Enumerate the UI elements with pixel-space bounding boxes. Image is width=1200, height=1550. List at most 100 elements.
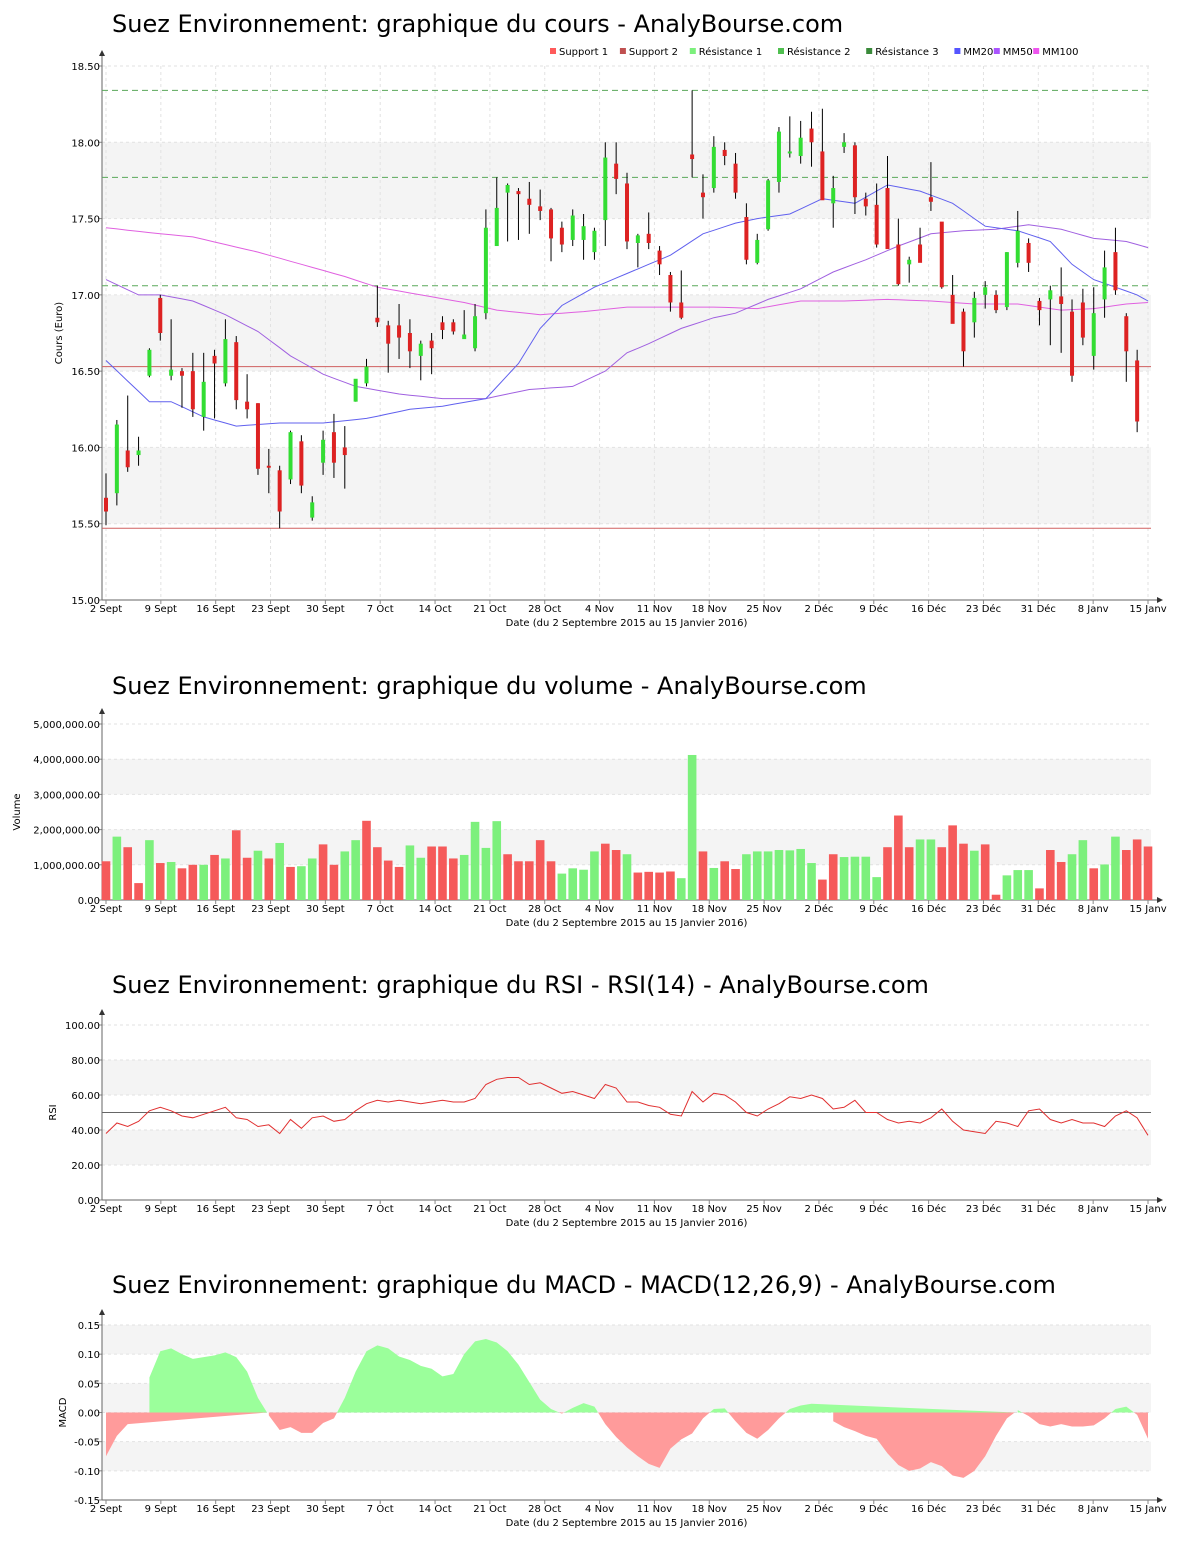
mm20-line (105, 184, 1149, 427)
candle-body (440, 322, 445, 330)
volume-bar (1013, 870, 1023, 900)
volume-bar (1089, 868, 1099, 900)
y-tick-label: 16.50 (71, 367, 100, 378)
rsi-chart: 0.00 20.00 40.00 60.00 80.00 100.00 2 Sept 9 Se… (48, 1009, 1167, 1229)
y-tick-label: 15.50 (71, 520, 100, 531)
x-tick-label: 2 Déc (804, 1503, 833, 1515)
volume-bar (698, 851, 708, 900)
volume-bar (1100, 864, 1109, 900)
x-tick-label: 9 Sept (145, 1504, 177, 1515)
price-chart-title: Suez Environnement: graphique du cours -… (112, 10, 844, 38)
legend-swatch (689, 48, 696, 54)
volume-bar (828, 854, 838, 900)
candle-body (299, 441, 304, 486)
volume-bar (166, 861, 176, 900)
candle-body (1080, 302, 1085, 338)
candle-body (1070, 311, 1075, 376)
x-tick-label: 23 Sept (251, 1204, 290, 1215)
candle-body (939, 221, 944, 288)
volume-bar (297, 866, 306, 900)
y-tick-label: 60.00 (71, 1091, 100, 1102)
candle-body (538, 206, 543, 211)
volume-bar (101, 861, 111, 900)
macd-negative-area (1022, 1412, 1112, 1427)
volume-bar (709, 867, 719, 900)
x-tick-label: 28 Oct (528, 1204, 561, 1215)
legend-label: Résistance 3 (875, 46, 938, 58)
volume-bar (221, 858, 230, 900)
y-tick-label: 3,000,000.00 (33, 790, 100, 801)
y-tick-label: 16.00 (71, 443, 100, 454)
candle-body (679, 302, 684, 318)
candle-body (614, 163, 619, 179)
x-tick-label: 21 Oct (473, 904, 506, 915)
candle-body (570, 215, 575, 240)
x-tick-label: 14 Oct (418, 1504, 451, 1515)
volume-bar (405, 845, 415, 900)
candle-body (711, 146, 716, 189)
x-tick-label: 15 Janv (1129, 904, 1166, 915)
volume-bar (459, 854, 469, 900)
volume-bar (959, 843, 968, 900)
legend-swatch (619, 48, 626, 54)
y-tick-label: 0.10 (78, 1350, 100, 1361)
x-tick-label: 23 Déc (966, 1203, 1001, 1215)
candle-body (1102, 267, 1107, 300)
rsi-chart-title: Suez Environnement: graphique du RSI - R… (112, 971, 929, 999)
x-tick-label: 4 Nov (585, 1504, 614, 1515)
volume-bar (514, 861, 523, 900)
x-tick-label: 18 Nov (692, 604, 728, 615)
candle-body (657, 250, 662, 265)
candle-body (1124, 316, 1129, 352)
candle-body (1026, 242, 1031, 263)
volume-bar (970, 850, 979, 900)
volume-bar (286, 866, 295, 900)
x-tick-label: 9 Sept (145, 1204, 177, 1215)
macd-negative-area (1134, 1412, 1148, 1439)
candle-body (1091, 313, 1096, 356)
volume-bar (731, 869, 740, 900)
candle-body (321, 439, 326, 463)
x-axis-label: Date (du 2 Septembre 2015 au 15 Janvier … (506, 1218, 748, 1229)
candle-body (125, 450, 130, 468)
legend-swatch (550, 48, 556, 54)
x-tick-label: 28 Oct (528, 1504, 561, 1515)
x-tick-label: 9 Sept (145, 604, 177, 615)
candle-body (473, 316, 478, 349)
x-tick-label: 23 Sept (251, 904, 290, 915)
x-tick-label: 31 Déc (1021, 903, 1056, 915)
candle-body (994, 294, 999, 311)
candle-body (136, 450, 141, 456)
macd-positive-area (1111, 1406, 1135, 1413)
x-tick-label: 8 Janv (1078, 604, 1109, 615)
candle-body (397, 325, 402, 338)
candle-body (928, 197, 933, 202)
volume-bar (807, 863, 816, 900)
legend-label: MM20 (963, 47, 993, 58)
x-tick-label: 31 Déc (1021, 603, 1056, 615)
x-tick-label: 16 Sept (196, 1204, 235, 1215)
x-tick-label: 28 Oct (528, 604, 561, 615)
candle-body (863, 198, 868, 207)
y-tick-label: 2,000,000.00 (33, 826, 100, 837)
volume-bar (546, 861, 556, 900)
grid-band (102, 1130, 1151, 1165)
x-tick-label: 25 Nov (746, 1204, 782, 1215)
candle-body (234, 342, 239, 401)
candle-body (245, 401, 250, 410)
candle-body (527, 198, 532, 205)
macd-positive-area (149, 1348, 268, 1413)
y-tick-label: -0.10 (74, 1467, 100, 1478)
volume-bar (839, 857, 849, 900)
candle-body (212, 355, 217, 364)
x-tick-label: 2 Sept (90, 904, 122, 915)
volume-bar (622, 854, 632, 900)
y-axis-label: Cours (Euro) (54, 302, 65, 365)
volume-bar (329, 864, 339, 900)
candle-body (766, 180, 771, 230)
candle-body (169, 369, 174, 376)
macd-negative-area (268, 1412, 338, 1433)
y-tick-label: 0.05 (78, 1379, 100, 1390)
candle-body (874, 204, 879, 245)
candle-body (820, 151, 825, 201)
